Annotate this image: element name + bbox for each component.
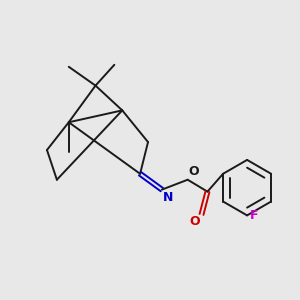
Text: F: F xyxy=(250,209,259,222)
Text: O: O xyxy=(189,165,199,178)
Text: N: N xyxy=(163,190,173,204)
Text: O: O xyxy=(189,215,200,228)
